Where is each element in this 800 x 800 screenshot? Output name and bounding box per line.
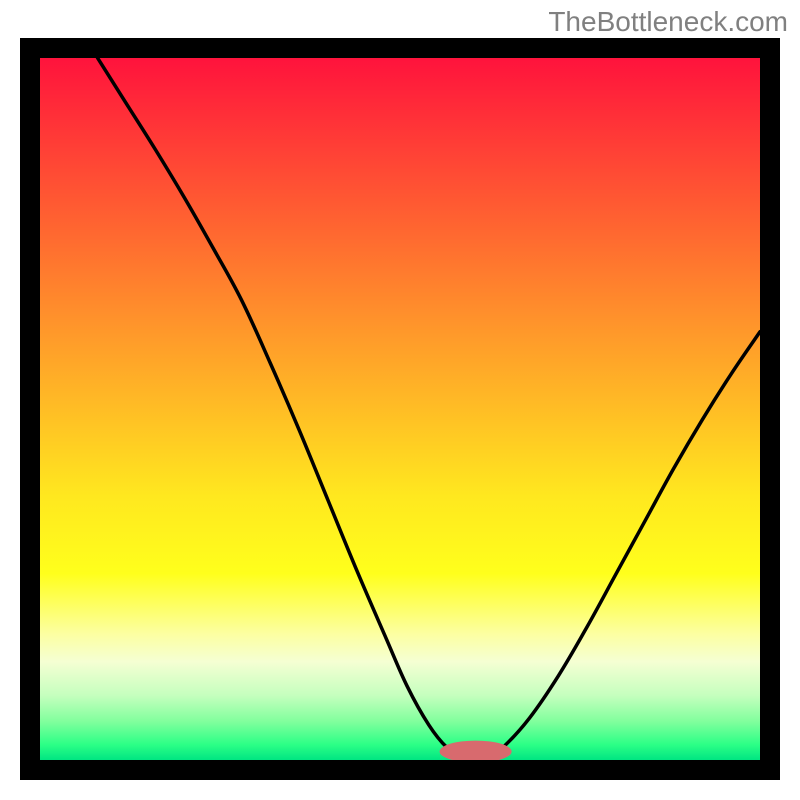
gradient-background xyxy=(40,58,760,760)
chart-frame: TheBottleneck.com xyxy=(0,0,800,800)
optimal-marker xyxy=(440,741,512,763)
watermark-text: TheBottleneck.com xyxy=(548,6,788,38)
plot-area xyxy=(20,38,780,780)
plot-svg xyxy=(20,38,780,780)
